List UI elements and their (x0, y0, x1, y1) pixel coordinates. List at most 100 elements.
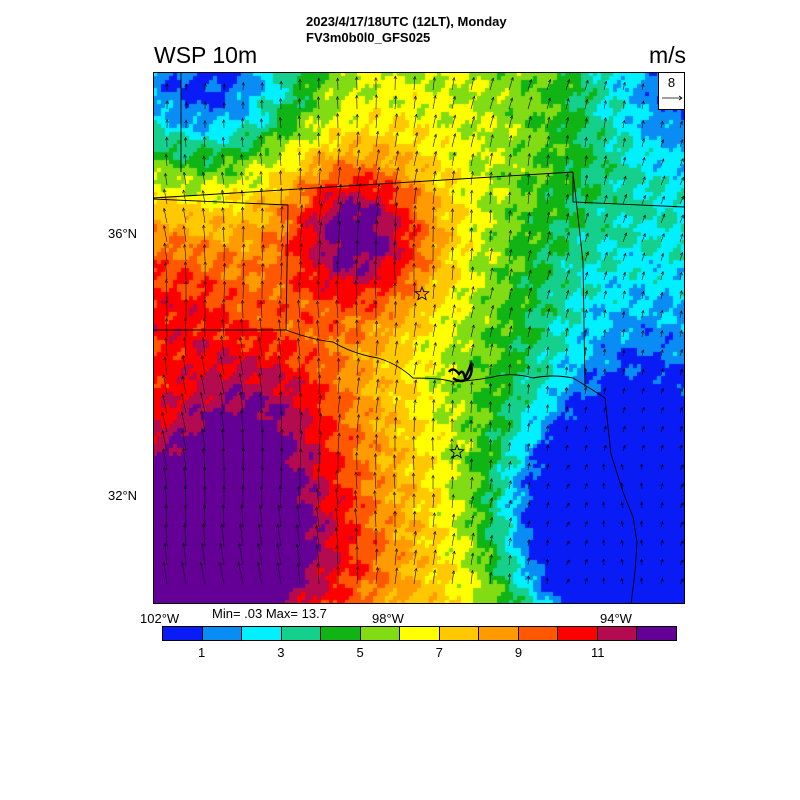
wind-arrow-head (222, 280, 227, 285)
wind-arrow (546, 97, 551, 110)
wind-arrow (565, 98, 569, 110)
wind-arrow (335, 488, 339, 509)
wind-arrow-head (545, 404, 550, 408)
wind-arrow-head (584, 346, 588, 351)
wind-arrow-head (355, 545, 359, 550)
wind-arrow-head (276, 542, 280, 547)
wind-arrow-head (565, 116, 570, 121)
wind-arrow (621, 540, 624, 547)
wind-arrow-head (452, 513, 456, 518)
wind-arrow-head (640, 520, 644, 525)
wind-arrow-head (603, 309, 607, 314)
wind-arrow (584, 80, 589, 91)
wind-arrow-head (256, 561, 261, 566)
wind-arrow-head (453, 133, 457, 137)
wind-arrow-head (297, 299, 301, 304)
wind-arrow (508, 135, 512, 148)
state-border (285, 329, 606, 399)
wind-arrow-head (548, 78, 552, 83)
wind-arrow-head (261, 447, 265, 452)
wind-arrow-head (450, 438, 454, 442)
wind-arrow-head (395, 132, 399, 136)
wind-arrow (241, 171, 244, 186)
wind-arrow-head (239, 336, 243, 341)
title-line-2: FV3m0b0l0_GFS025 (306, 30, 431, 45)
wind-arrow-head (547, 307, 551, 312)
wind-arrow (203, 156, 206, 167)
wind-arrow (394, 132, 398, 148)
wind-arrow-head (317, 374, 322, 379)
wind-arrow (432, 342, 436, 357)
wind-arrow-head (335, 319, 339, 324)
wind-arrow-head (240, 136, 244, 141)
wind-arrow (451, 170, 455, 186)
wind-arrow (165, 154, 168, 167)
wind-arrow-head (164, 336, 168, 341)
wind-arrow-head (375, 566, 379, 571)
wind-arrow-head (259, 300, 263, 305)
reference-vector-value: 8 (667, 75, 676, 90)
wind-arrow-head (527, 481, 531, 486)
wind-arrow-head (162, 448, 166, 452)
wind-arrow-head (316, 467, 321, 472)
wind-arrow-head (491, 114, 495, 119)
wind-arrow-head (660, 482, 664, 487)
wind-arrow (622, 368, 625, 376)
wind-arrow (413, 76, 416, 91)
wind-arrow-head (641, 100, 645, 105)
wind-arrow-head (489, 459, 493, 463)
wind-arrow-head (413, 204, 417, 209)
wind-arrow-head (414, 549, 418, 554)
wind-arrow-head (184, 280, 188, 285)
wind-arrow-head (490, 343, 494, 348)
wind-arrow (508, 172, 511, 186)
wind-arrow-head (453, 114, 457, 119)
wind-arrow-head (528, 325, 532, 330)
wind-arrow-head (182, 225, 186, 230)
wind-arrow-head (220, 189, 225, 194)
wind-arrow-head (565, 173, 569, 177)
wind-arrow-head (221, 153, 225, 158)
wind-arrow-head (221, 226, 226, 231)
wind-arrow (166, 279, 168, 300)
state-border (604, 397, 638, 604)
wind-arrow-head (452, 304, 456, 308)
wind-arrow (621, 464, 624, 471)
wind-arrow (165, 486, 168, 509)
wind-arrow-head (431, 455, 435, 460)
wind-arrow (257, 543, 263, 566)
wind-arrow (527, 326, 531, 338)
wind-arrow-head (489, 478, 493, 482)
wind-arrow (317, 301, 320, 319)
wind-arrow-head (433, 549, 437, 554)
wind-arrow (508, 288, 513, 300)
wind-arrow (641, 120, 644, 129)
wind-arrow (318, 96, 320, 110)
wind-arrow-head (219, 391, 223, 396)
wind-arrow-head (219, 542, 223, 547)
wind-arrow (413, 342, 417, 357)
wind-arrow (259, 373, 263, 395)
wind-arrow-head (280, 205, 284, 210)
wind-arrow (546, 346, 549, 357)
wind-arrow (318, 413, 322, 433)
wind-arrow (451, 570, 455, 585)
wind-arrow-head (183, 153, 187, 158)
wind-arrow (470, 286, 474, 300)
wind-arrow-head (680, 139, 684, 143)
wind-arrow (432, 77, 435, 91)
wind-arrow (565, 502, 570, 509)
wind-arrow (679, 349, 683, 357)
wind-arrow (584, 175, 588, 186)
wind-arrow-head (660, 406, 664, 411)
wind-arrow (622, 157, 626, 167)
lon-label-94w: 94°W (600, 611, 632, 626)
wind-arrow-head (603, 290, 607, 295)
wind-arrow-head (315, 544, 319, 549)
wind-arrow-head (316, 280, 320, 284)
wind-arrow-head (317, 357, 321, 362)
wind-arrow-head (242, 262, 246, 267)
wind-arrow-head (431, 474, 435, 479)
wind-arrow-head (182, 189, 186, 194)
wind-arrow-head (298, 375, 302, 379)
